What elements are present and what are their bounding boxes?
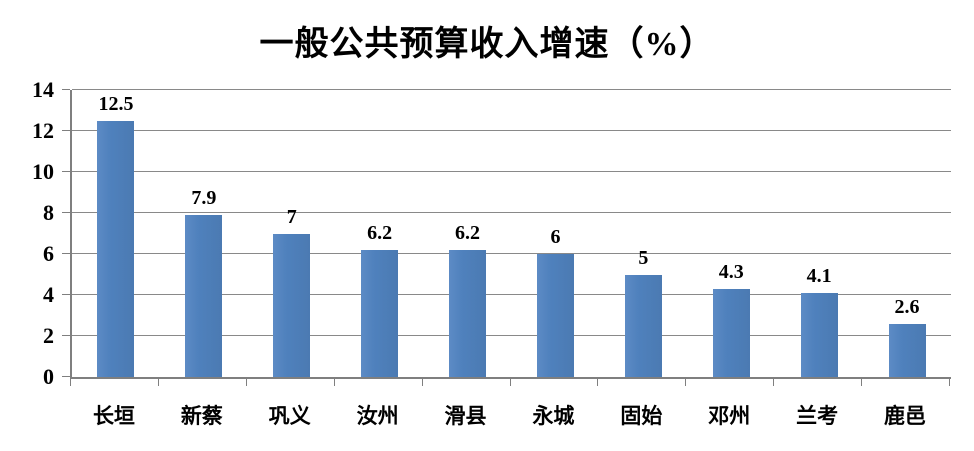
chart-title: 一般公共预算收入增速（%）	[259, 26, 715, 63]
x-axis-tick	[861, 379, 863, 386]
gridline	[72, 253, 951, 254]
bar	[449, 249, 487, 377]
x-axis-tick	[597, 379, 599, 386]
gridline	[72, 171, 951, 172]
bar	[888, 323, 926, 377]
bar-value-label: 4.3	[718, 260, 744, 283]
x-tick-label: 鹿邑	[884, 404, 927, 428]
y-axis-tick	[62, 376, 70, 377]
bar-value-label: 12.5	[98, 92, 134, 115]
y-axis-tick	[62, 89, 70, 90]
bar-value-label: 7	[286, 205, 297, 228]
y-axis-tick	[62, 335, 70, 336]
x-axis-tick	[509, 379, 511, 386]
bar	[185, 215, 223, 377]
bar-value-label: 7.9	[191, 187, 217, 210]
x-axis-tick	[333, 379, 335, 386]
y-axis-tick	[62, 130, 70, 131]
x-axis-tick	[773, 379, 775, 386]
gridline	[72, 212, 951, 213]
bar-value-label: 6	[550, 226, 561, 248]
y-tick-label: 0	[43, 364, 54, 389]
x-tick-label: 新蔡	[180, 404, 223, 428]
bar	[97, 120, 135, 377]
gridline	[72, 89, 951, 90]
x-axis-tick	[245, 379, 247, 386]
x-tick-label: 固始	[620, 404, 663, 428]
y-tick-label: 12	[32, 118, 54, 143]
y-tick-label: 10	[32, 159, 54, 184]
bar	[624, 274, 662, 377]
y-axis-tick	[62, 171, 70, 172]
y-tick-label: 14	[32, 77, 54, 102]
y-tick-label: 4	[43, 282, 54, 307]
bar	[536, 254, 574, 377]
x-axis-tick	[157, 379, 159, 386]
gridline	[72, 335, 951, 336]
bar	[712, 288, 750, 377]
bar-value-label: 4.1	[806, 264, 832, 287]
y-axis-tick	[62, 294, 70, 295]
x-tick-label: 长垣	[92, 404, 135, 428]
bar	[361, 249, 399, 377]
x-tick-label: 汝州	[356, 404, 399, 428]
x-tick-label: 兰考	[796, 404, 839, 428]
x-tick-label: 滑县	[444, 404, 487, 428]
gridline	[72, 130, 951, 131]
y-axis-tick	[62, 253, 70, 254]
x-axis-tick	[685, 379, 687, 386]
y-tick-label: 2	[43, 323, 54, 348]
bar-value-label: 6.2	[455, 221, 481, 244]
x-tick-label: 巩义	[268, 404, 311, 428]
y-tick-label: 8	[43, 200, 54, 225]
bar-value-label: 6.2	[367, 221, 393, 244]
gridline	[72, 294, 951, 295]
plot-area: 12.5 7.9 7 6.2 6.2 6 5 4.3 4.1 2.6	[70, 89, 951, 379]
bar	[800, 292, 838, 377]
bar-value-label: 2.6	[894, 295, 920, 318]
x-tick-label: 邓州	[708, 404, 751, 428]
y-tick-label: 6	[43, 241, 54, 266]
bar	[273, 233, 311, 377]
y-axis-tick	[62, 212, 70, 213]
x-axis-tick	[70, 379, 71, 386]
x-axis-tick	[421, 379, 423, 386]
x-axis-tick	[949, 379, 950, 386]
x-tick-label: 永城	[532, 404, 575, 428]
bar-value-label: 5	[638, 246, 649, 269]
